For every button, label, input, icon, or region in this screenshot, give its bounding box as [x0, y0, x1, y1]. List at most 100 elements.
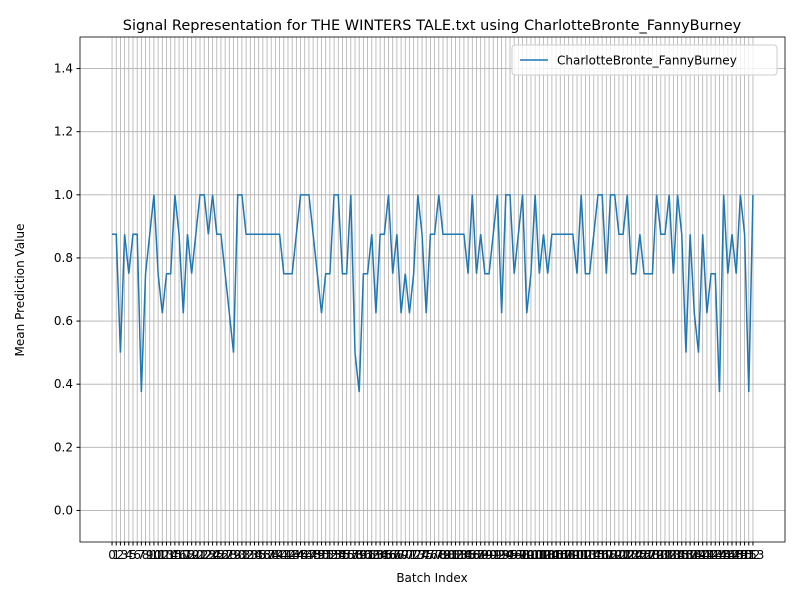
x-tick-label: 118	[595, 548, 618, 562]
x-tick-label: 54	[331, 548, 346, 562]
x-tick-label: 108	[553, 548, 576, 562]
y-tick-label: 0.8	[54, 251, 73, 265]
x-tick-label: 143	[700, 548, 723, 562]
x-tick-label: 88	[473, 548, 488, 562]
x-tick-label: 13	[159, 548, 174, 562]
x-tick-label: 26	[213, 548, 228, 562]
x-tick-label: 96	[507, 548, 522, 562]
chart-title: Signal Representation for THE WINTERS TA…	[123, 18, 742, 34]
y-tick-label: 1.0	[54, 188, 73, 202]
x-tick-label: 141	[691, 548, 714, 562]
x-tick-label: 73	[410, 548, 425, 562]
x-tick-label: 5	[129, 548, 137, 562]
x-tick-label: 142	[695, 548, 718, 562]
legend-box	[511, 44, 778, 76]
x-tick-label: 9	[146, 548, 154, 562]
x-tick-label: 145	[708, 548, 731, 562]
x-tick-label: 121	[607, 548, 630, 562]
x-tick-label: 42	[280, 548, 295, 562]
x-tick-label: 90	[481, 548, 496, 562]
x-tick-label: 24	[205, 548, 220, 562]
x-tick-label: 149	[725, 548, 748, 562]
x-tick-label: 97	[511, 548, 526, 562]
x-tick-label: 47	[301, 548, 316, 562]
y-axis-label: Mean Prediction Value	[13, 224, 27, 357]
data-line	[112, 194, 754, 393]
x-tick-label: 151	[733, 548, 756, 562]
x-tick-label: 55	[335, 548, 350, 562]
x-tick-label: 67	[385, 548, 400, 562]
x-tick-label: 102	[528, 548, 551, 562]
x-tick-label: 111	[566, 548, 589, 562]
x-tick-label: 94	[498, 548, 513, 562]
x-tick-label: 66	[381, 548, 396, 562]
x-tick-label: 150	[729, 548, 752, 562]
x-tick-label: 153	[742, 548, 765, 562]
x-tick-label: 99	[519, 548, 534, 562]
x-tick-label: 80	[440, 548, 455, 562]
x-tick-label: 30	[230, 548, 245, 562]
x-tick-label: 65	[377, 548, 392, 562]
x-tick-label: 51	[318, 548, 333, 562]
x-tick-label: 85	[460, 548, 475, 562]
x-tick-label: 133	[658, 548, 681, 562]
x-tick-label: 41	[276, 548, 291, 562]
x-tick-label: 69	[393, 548, 408, 562]
x-tick-label: 0	[108, 548, 116, 562]
x-tick-label: 48	[305, 548, 320, 562]
x-tick-label: 2	[117, 548, 125, 562]
x-tick-label: 109	[557, 548, 580, 562]
x-tick-label: 139	[683, 548, 706, 562]
x-tick-label: 134	[662, 548, 685, 562]
x-tick-label: 138	[679, 548, 702, 562]
x-tick-label: 98	[515, 548, 530, 562]
x-tick-label: 23	[201, 548, 216, 562]
x-tick-label: 19	[184, 548, 199, 562]
x-tick-label: 112	[570, 548, 593, 562]
x-tick-label: 12	[155, 548, 170, 562]
x-tick-label: 50	[314, 548, 329, 562]
x-tick-label: 92	[490, 548, 505, 562]
x-tick-label: 128	[637, 548, 660, 562]
x-tick-label: 53	[326, 548, 341, 562]
x-tick-label: 6	[133, 548, 141, 562]
x-tick-label: 16	[171, 548, 186, 562]
x-tick-label: 15	[167, 548, 182, 562]
x-tick-label: 113	[574, 548, 597, 562]
x-tick-label: 120	[603, 548, 626, 562]
x-tick-label: 20	[188, 548, 203, 562]
x-tick-label: 77	[427, 548, 442, 562]
x-tick-label: 32	[238, 548, 253, 562]
x-tick-label: 146	[712, 548, 735, 562]
x-tick-label: 119	[599, 548, 622, 562]
x-tick-label: 71	[402, 548, 417, 562]
x-tick-label: 49	[310, 548, 325, 562]
x-tick-label: 11	[150, 548, 165, 562]
x-tick-label: 137	[674, 548, 697, 562]
x-tick-label: 104	[536, 548, 559, 562]
x-tick-label: 17	[176, 548, 191, 562]
x-tick-label: 115	[582, 548, 605, 562]
x-tick-label: 64	[372, 548, 387, 562]
x-tick-label: 117	[591, 548, 614, 562]
x-tick-label: 72	[406, 548, 421, 562]
x-tick-label: 45	[293, 548, 308, 562]
x-tick-label: 37	[259, 548, 274, 562]
x-tick-label: 125	[624, 548, 647, 562]
x-tick-label: 123	[616, 548, 639, 562]
x-tick-label: 43	[285, 548, 300, 562]
x-tick-label: 61	[360, 548, 375, 562]
legend-label: CharlotteBronte_FannyBurney	[557, 54, 737, 68]
x-tick-label: 21	[192, 548, 207, 562]
x-tick-label: 38	[264, 548, 279, 562]
x-tick-label: 95	[502, 548, 517, 562]
x-tick-label: 40	[272, 548, 287, 562]
x-tick-label: 93	[494, 548, 509, 562]
x-axis-label: Batch Index	[396, 571, 467, 585]
x-tick-label: 136	[670, 548, 693, 562]
legend: CharlotteBronte_FannyBurney	[511, 44, 778, 76]
y-tick-label: 1.4	[54, 62, 73, 76]
x-tick-label: 82	[448, 548, 463, 562]
x-tick-label: 31	[234, 548, 249, 562]
